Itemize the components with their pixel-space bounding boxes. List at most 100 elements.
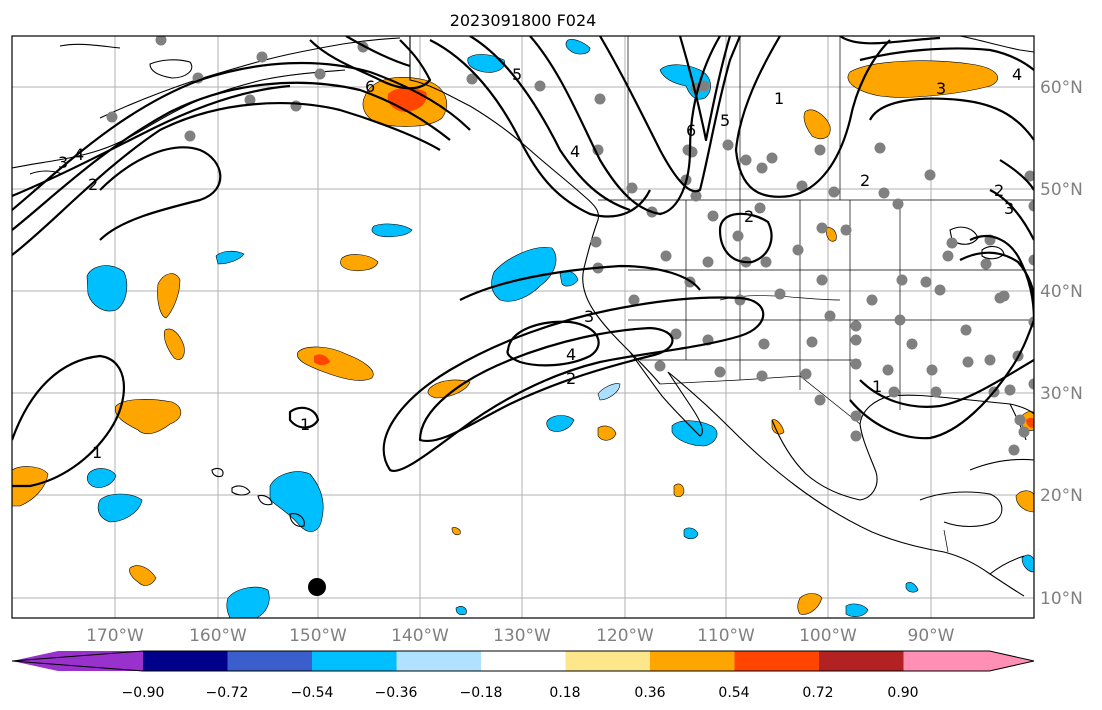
lat-tick-label: 10°N xyxy=(1040,589,1083,609)
contour-label: 2 xyxy=(860,171,870,190)
contour-label: 3 xyxy=(58,153,68,172)
contour-label: 1 xyxy=(774,89,784,108)
station-dot xyxy=(702,256,714,268)
contour-label: 5 xyxy=(720,111,730,130)
station-dot xyxy=(314,68,326,80)
map-area xyxy=(12,36,1034,618)
station-dot xyxy=(792,244,804,256)
station-dot xyxy=(930,386,942,398)
lon-tick-label: 120°W xyxy=(596,626,654,646)
contour-label: 2 xyxy=(566,369,576,388)
station-dot xyxy=(882,364,894,376)
station-dot xyxy=(840,224,852,236)
contour-label: 5 xyxy=(512,65,522,84)
station-dot xyxy=(888,386,900,398)
station-dot xyxy=(984,354,996,366)
colorbar-segment xyxy=(312,651,397,671)
colorbar-segment xyxy=(734,651,820,671)
station-dot xyxy=(466,73,478,85)
station-dot xyxy=(934,284,946,296)
station-dot xyxy=(1018,426,1030,438)
station-dot xyxy=(1024,170,1034,182)
lon-tick-label: 90°W xyxy=(908,626,955,646)
contour-label: 2 xyxy=(744,207,754,226)
colorbar-segment xyxy=(565,651,651,671)
colorbar-tick-label: 0.90 xyxy=(887,685,918,701)
station-dot xyxy=(962,356,974,368)
colorbar-extend-high xyxy=(903,651,1034,671)
station-dot xyxy=(626,182,638,194)
colorbar-tick-label: 0.54 xyxy=(718,685,749,701)
contour-label: 3 xyxy=(936,79,946,98)
station-dot xyxy=(850,334,862,346)
lon-tick-label: 140°W xyxy=(391,626,449,646)
station-dot xyxy=(714,366,726,378)
station-dot xyxy=(290,100,302,112)
station-dot xyxy=(920,276,932,288)
contour-label: 2 xyxy=(88,175,98,194)
latitude-labels: 60°N 50°N 40°N 30°N 20°N 10°N xyxy=(1040,78,1083,609)
map-title: 2023091800 F024 xyxy=(450,11,597,30)
colorbar-segment xyxy=(227,651,313,671)
station-dot xyxy=(1028,254,1034,266)
station-dot xyxy=(1028,200,1034,212)
station-dot xyxy=(774,288,786,300)
contour-label: 6 xyxy=(686,121,696,140)
lon-tick-label: 100°W xyxy=(799,626,857,646)
colorbar-segment xyxy=(650,651,735,671)
station-dot xyxy=(980,258,992,270)
station-dot xyxy=(256,51,268,63)
station-dot xyxy=(892,198,904,210)
station-dot xyxy=(756,370,768,382)
colorbar-segment xyxy=(481,651,566,671)
point-marker xyxy=(308,578,326,596)
station-dot xyxy=(998,290,1010,302)
lat-tick-label: 40°N xyxy=(1040,282,1083,302)
station-dot xyxy=(155,36,167,46)
station-dot xyxy=(960,324,972,336)
station-dot xyxy=(906,338,918,350)
station-dot xyxy=(628,294,640,306)
station-dot xyxy=(534,80,546,92)
colorbar-extend-low xyxy=(12,651,143,671)
station-dot xyxy=(1028,378,1034,390)
contour-label: 4 xyxy=(74,145,84,164)
longitude-labels: 170°W 160°W 150°W 140°W 130°W 120°W 110°… xyxy=(86,626,955,646)
contour-label: 3 xyxy=(584,307,594,326)
station-dot xyxy=(184,130,196,142)
station-dot xyxy=(828,186,840,198)
contour-label: 4 xyxy=(566,345,576,364)
contour-label: 6 xyxy=(365,77,375,96)
contour-label: 1 xyxy=(300,415,310,434)
station-dot xyxy=(660,250,672,262)
station-dot xyxy=(758,338,770,350)
colorbar-tick-label: −0.54 xyxy=(291,685,334,701)
station-dot xyxy=(926,364,938,376)
station-dot xyxy=(734,294,746,306)
station-dot xyxy=(866,294,878,306)
station-dot xyxy=(850,320,862,332)
colorbar-outline xyxy=(11,650,1035,672)
colorbar-tick-label: −0.90 xyxy=(122,685,165,701)
colorbar-labels: −0.90 −0.72 −0.54 −0.36 −0.18 0.18 0.36 … xyxy=(122,685,919,701)
station-dot xyxy=(722,139,734,151)
colorbar-tick-label: 0.36 xyxy=(634,685,665,701)
station-dot xyxy=(850,358,862,370)
station-dot xyxy=(1004,384,1016,396)
station-dot xyxy=(942,250,954,262)
lat-tick-label: 50°N xyxy=(1040,180,1083,200)
station-dot xyxy=(106,111,118,123)
station-dot xyxy=(740,154,752,166)
colorbar-segment xyxy=(396,651,482,671)
colorbar xyxy=(11,650,1035,672)
station-markers xyxy=(106,36,1034,456)
station-dot xyxy=(690,190,702,202)
contour-label: 1 xyxy=(92,443,102,462)
station-dot xyxy=(244,94,256,106)
station-dot xyxy=(874,142,886,154)
colorbar-tick-label: 0.72 xyxy=(802,685,833,701)
station-dot xyxy=(1008,444,1020,456)
station-dot xyxy=(924,169,936,181)
station-dot xyxy=(806,336,818,348)
station-dot xyxy=(686,146,698,158)
